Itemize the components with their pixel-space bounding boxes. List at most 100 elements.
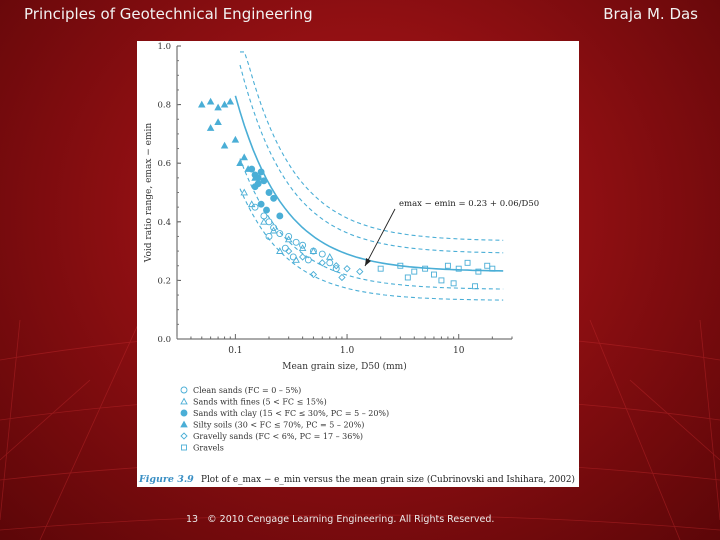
data-point (292, 255, 300, 263)
data-point (180, 420, 188, 428)
data-point (180, 397, 188, 405)
y-tick-label: 0.8 (157, 101, 171, 111)
data-point (206, 124, 215, 131)
data-point (198, 100, 206, 108)
x-tick-label: 10 (453, 346, 465, 356)
data-point (276, 247, 284, 254)
arrow-head (365, 258, 371, 266)
data-point (292, 238, 300, 246)
data-point (251, 203, 259, 211)
data-point (220, 100, 229, 108)
data-point (338, 273, 346, 282)
data-point (240, 153, 248, 161)
data-point (220, 141, 229, 149)
data-point (260, 217, 268, 225)
y-tick-label: 0.2 (157, 276, 171, 286)
fit-curve (234, 95, 504, 272)
data-point (285, 247, 293, 255)
data-point (318, 250, 326, 258)
data-point (464, 259, 471, 266)
data-point (231, 135, 240, 143)
x-axis-label: Mean grain size, D50 (mm) (282, 361, 406, 372)
envelope-bands (239, 51, 504, 301)
envelope-line (239, 64, 504, 254)
y-tick-label: 0.6 (157, 159, 171, 169)
data-point (285, 232, 293, 240)
envelope-line (240, 51, 504, 241)
legend-entry: Sands with clay (15 < FC ≤ 30%, PC = 5 –… (193, 409, 389, 418)
equation-text: emax − emin = 0.23 + 0.06/D50 (399, 199, 539, 209)
data-point (248, 165, 256, 173)
data-point (214, 103, 222, 111)
copyright-text: © 2010 Cengage Learning Engineering. All… (207, 514, 495, 525)
data-point (206, 97, 215, 105)
data-point (444, 262, 451, 269)
data-point (180, 432, 188, 440)
data-point (270, 224, 278, 232)
data-point (180, 386, 188, 394)
data-point (276, 230, 284, 237)
data-point (236, 159, 244, 167)
y-tick-label: 1.0 (157, 42, 171, 52)
legend-entry: Silty soils (30 < FC ≤ 70%, PC = 5 – 20%… (193, 421, 364, 430)
data-point (332, 262, 340, 270)
data-point (281, 244, 289, 252)
y-tick-label: 0.0 (157, 335, 171, 345)
data-point (269, 226, 278, 234)
data-point (472, 283, 478, 290)
figure-panel: 0.0 0.2 0.4 0.6 0.8 1.0 0.1 1.0 10 Mean grain siz… (137, 41, 579, 487)
legend-entry: Gravels (193, 444, 224, 453)
data-point (247, 200, 256, 208)
x-tick-label: 1.0 (340, 346, 355, 356)
chart-axes: 0.0 0.2 0.4 0.6 0.8 1.0 0.1 1.0 10 Mean grain siz… (144, 42, 513, 372)
data-point (240, 188, 248, 196)
data-point (181, 444, 187, 451)
figure-svg: 0.0 0.2 0.4 0.6 0.8 1.0 0.1 1.0 10 Mean grain siz… (138, 42, 575, 485)
envelope-line (239, 188, 504, 301)
legend-entry: Clean sands (FC = 0 – 5%) (193, 386, 301, 395)
y-axis-label: Void ratio range, emax − emin (144, 123, 154, 264)
data-point (254, 180, 262, 188)
author-name: Braja M. Das (603, 5, 698, 23)
envelope-line (239, 158, 504, 290)
data-point (304, 256, 312, 264)
data-point (226, 97, 235, 105)
book-title: Principles of Geotechnical Engineering (24, 5, 313, 23)
data-point (326, 259, 334, 267)
equation-arrow (364, 208, 396, 267)
legend-entry: Sands with fines (5 < FC ≤ 15%) (193, 398, 327, 407)
figure-caption: Figure 3.9 Plot of e_max − e_min versus t… (138, 474, 575, 485)
data-point (265, 189, 273, 196)
caption-label: Figure 3.9 (138, 474, 194, 485)
data-point (265, 232, 273, 240)
fit-curve-line (234, 95, 504, 272)
data-point (284, 235, 293, 243)
data-point (404, 274, 411, 281)
caption-text: Plot of e_max − e_min versus the mean gr… (201, 474, 575, 485)
data-point (377, 265, 384, 272)
data-point (450, 280, 457, 287)
data-point (411, 268, 418, 275)
data-point (180, 409, 188, 417)
data-point (309, 270, 318, 279)
page-number: 13 (186, 514, 199, 525)
data-point (214, 118, 222, 126)
data-point (298, 244, 307, 252)
data-point (475, 268, 482, 275)
legend-entry: Gravelly sands (FC < 6%, PC = 17 – 36%) (193, 432, 363, 441)
data-point (438, 277, 445, 284)
data-point (455, 265, 462, 272)
data-point (270, 194, 278, 202)
legend: Clean sands (FC = 0 – 5%) Sands with fine… (180, 386, 389, 453)
data-point (356, 267, 364, 276)
data-point (263, 206, 270, 214)
footer: 13 © 2010 Cengage Learning Engineering. … (186, 514, 500, 525)
equation-annotation: emax − emin = 0.23 + 0.06/D50 (364, 199, 539, 267)
data-point (318, 259, 326, 267)
data-point (325, 253, 334, 260)
data-point (254, 174, 262, 182)
data-point (276, 212, 284, 220)
data-point (332, 265, 340, 273)
data-point (484, 262, 491, 269)
x-tick-label: 0.1 (228, 346, 242, 356)
